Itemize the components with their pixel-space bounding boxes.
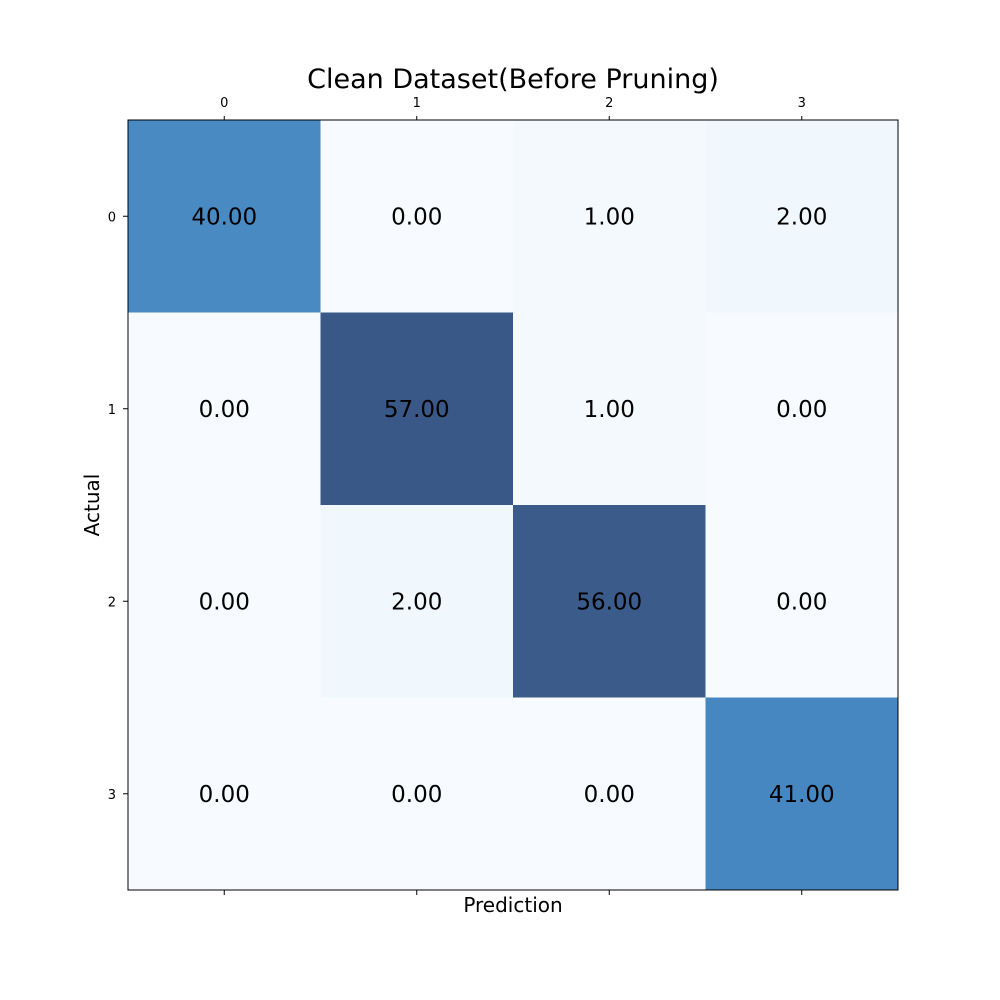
cell-value-r0-c1: 0.00: [391, 204, 442, 230]
heatmap-cell-r0-c3: [705, 120, 898, 313]
heatmap-cell-r2-c3: [705, 505, 898, 698]
heatmap-cell-r2-c0: [128, 505, 321, 698]
y-tick-label-0: 0: [108, 210, 116, 225]
heatmap-cell-r2-c1: [320, 505, 513, 698]
heatmap-cell-r0-c0: [128, 120, 321, 313]
heatmap-cell-r1-c1: [320, 312, 513, 505]
x-axis-label: Prediction: [463, 893, 562, 917]
cell-value-r2-c0: 0.00: [199, 589, 250, 615]
heatmap-cell-r0-c1: [320, 120, 513, 313]
x-tick-label-0: 0: [220, 96, 228, 111]
cell-value-r2-c1: 2.00: [391, 589, 442, 615]
y-tick-label-3: 3: [108, 788, 116, 803]
cell-value-r3-c1: 0.00: [391, 782, 442, 808]
cell-value-r1-c2: 1.00: [584, 397, 635, 423]
x-tick-label-3: 3: [798, 96, 806, 111]
cell-value-r3-c3: 41.00: [769, 782, 835, 808]
heatmap-cell-r3-c2: [513, 697, 706, 890]
chart-title: Clean Dataset(Before Pruning): [307, 64, 719, 95]
cell-value-r0-c3: 2.00: [776, 204, 827, 230]
cell-value-r1-c0: 0.00: [199, 397, 250, 423]
heatmap-cell-r1-c0: [128, 312, 321, 505]
axis-ticks: 0 1 2 3 0 1 2 3: [108, 96, 806, 895]
heatmap-cell-r3-c1: [320, 697, 513, 890]
cell-value-r3-c2: 0.00: [584, 782, 635, 808]
cell-value-r0-c0: 40.00: [191, 204, 257, 230]
y-tick-label-2: 2: [108, 595, 116, 610]
heatmap-cell-r0-c2: [513, 120, 706, 313]
y-axis-label: Actual: [80, 474, 104, 537]
y-tick-label-1: 1: [108, 403, 116, 418]
cell-value-r1-c3: 0.00: [776, 397, 827, 423]
x-tick-label-2: 2: [605, 96, 613, 111]
cell-value-r1-c1: 57.00: [384, 397, 450, 423]
cell-value-r2-c3: 0.00: [776, 589, 827, 615]
plot-frame: [127, 119, 899, 891]
heatmap-cell-r1-c2: [513, 312, 706, 505]
heatmap-cell-r2-c2: [513, 505, 706, 698]
cell-value-r3-c0: 0.00: [199, 782, 250, 808]
heatmap-cell-r3-c0: [128, 697, 321, 890]
cell-value-r0-c2: 1.00: [584, 204, 635, 230]
x-tick-label-1: 1: [413, 96, 421, 111]
cell-value-r2-c2: 56.00: [576, 589, 642, 615]
heatmap-cell-r3-c3: [705, 697, 898, 890]
heatmap-cells: 40.00 0.00 1.00 2.00 0.00 57.00 1.00 0.00 0.00 2.…: [128, 120, 898, 890]
heatmap-cell-r1-c3: [705, 312, 898, 505]
